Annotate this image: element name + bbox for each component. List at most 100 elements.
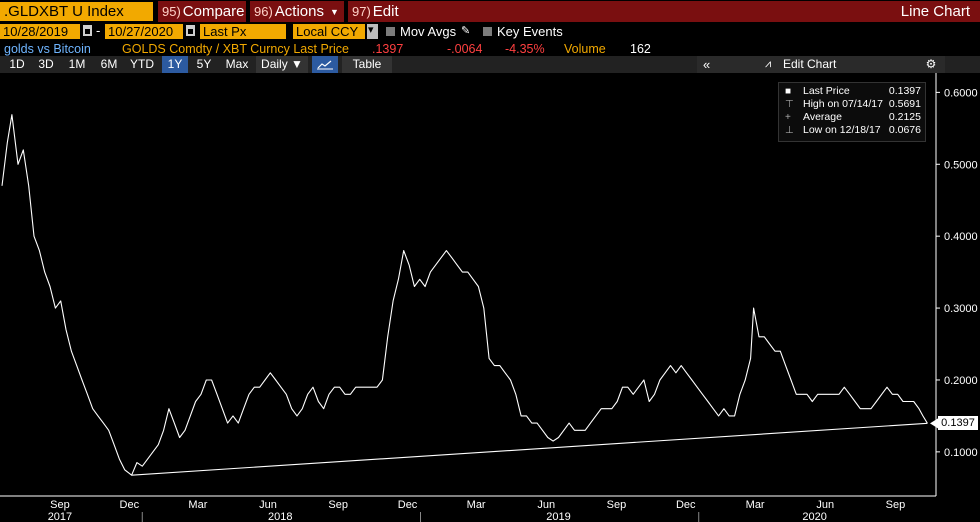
key-events-checkbox[interactable] <box>483 27 492 36</box>
support-trendline <box>131 422 928 476</box>
mov-avgs-checkbox[interactable] <box>386 27 395 36</box>
table-button[interactable]: Table <box>342 56 392 73</box>
period-5y[interactable]: 5Y <box>196 57 212 71</box>
end-date-field[interactable]: 10/27/2020 <box>105 24 183 39</box>
pencil-icon[interactable]: ✎ <box>461 25 471 37</box>
legend-high: ⊤ High on 07/14/17 0.5691 <box>783 98 921 111</box>
mov-avgs-label: Mov Avgs <box>400 24 457 39</box>
legend-last-price-value: 0.1397 <box>888 85 921 97</box>
plot-area <box>1 114 938 476</box>
x-month-label: Jun <box>537 499 555 511</box>
x-year-label: 2018 <box>268 511 292 522</box>
edit-label: Edit <box>372 3 399 20</box>
x-year-label: 2017 <box>48 511 72 522</box>
last-value-tag: 0.1397 <box>938 416 978 431</box>
x-month-label: Sep <box>607 499 627 511</box>
end-calendar-icon[interactable] <box>186 25 195 36</box>
period-max[interactable]: Max <box>225 57 249 71</box>
price-series-line <box>1 114 928 476</box>
actions-label: Actions <box>274 3 324 20</box>
edit-shortcut: 97) <box>352 4 371 19</box>
compare-shortcut: 95) <box>162 4 181 19</box>
edit-chart-button[interactable]: Edit Chart <box>783 57 837 71</box>
period-6m[interactable]: 6M <box>100 57 118 71</box>
x-year-label: 2020 <box>802 511 826 522</box>
start-date-field[interactable]: 10/28/2019 <box>0 24 80 39</box>
edit-chart-icon: ⩘ <box>765 58 772 70</box>
compare-label: Compare <box>182 3 245 20</box>
period-toolbar: 1D 3D 1M 6M YTD 1Y 5Y Max Daily ▼ Table … <box>0 56 980 73</box>
legend-high-icon: ⊤ <box>785 99 794 110</box>
y-tick-label: 0.6000 <box>944 87 978 99</box>
chart-type-label: Line Chart <box>402 1 980 22</box>
x-month-label: Mar <box>467 499 486 511</box>
x-month-label: Sep <box>886 499 906 511</box>
top-toolbar: .GLDXBT U Index 95) Compare 96) Actions ▼ 9… <box>0 0 980 22</box>
ticker-field[interactable]: .GLDXBT U Index <box>0 2 153 21</box>
y-tick-label: 0.3000 <box>944 303 978 315</box>
y-tick-label: 0.5000 <box>944 159 978 171</box>
legend-average-icon: + <box>785 112 791 123</box>
legend-last-price: ■ Last Price 0.1397 <box>783 85 921 98</box>
currency-dropdown-icon[interactable] <box>367 23 378 39</box>
last-value-pointer <box>930 418 938 429</box>
legend-high-value: 0.5691 <box>888 98 921 110</box>
percent-change-value: -4.35% <box>505 42 545 56</box>
legend-average-value: 0.2125 <box>888 111 921 123</box>
legend-low-icon: ⊥ <box>785 125 794 136</box>
price-field-select[interactable]: Last Px <box>200 24 286 39</box>
period-1d[interactable]: 1D <box>9 57 25 71</box>
chart-name: golds vs Bitcoin <box>4 42 91 56</box>
start-calendar-icon[interactable] <box>83 25 92 36</box>
legend-average-label: Average <box>803 111 842 123</box>
actions-menu[interactable]: 96) Actions ▼ <box>250 1 344 22</box>
legend-last-price-label: Last Price <box>803 85 850 97</box>
x-month-label: Jun <box>259 499 277 511</box>
y-tick-label: 0.4000 <box>944 231 978 243</box>
gear-icon[interactable]: ⚙ <box>925 57 937 71</box>
x-axis: Sep Dec Mar Jun Sep Dec Mar Jun Sep Dec Mar Jun Sep2… <box>0 495 936 522</box>
actions-dropdown-icon: ▼ <box>330 6 339 17</box>
x-month-label: Dec <box>398 499 418 511</box>
x-month-label: Dec <box>676 499 696 511</box>
x-month-label: Mar <box>746 499 765 511</box>
key-events-label: Key Events <box>497 24 563 39</box>
x-month-label: Mar <box>188 499 207 511</box>
volume-label: Volume <box>564 42 606 56</box>
period-3d[interactable]: 3D <box>38 57 54 71</box>
line-chart-icon[interactable] <box>312 56 338 73</box>
chart-legend[interactable]: ■ Last Price 0.1397 ⊤ High on 07/14/17 0… <box>778 82 926 142</box>
date-range-separator: - <box>96 23 101 38</box>
x-year-label: 2019 <box>546 511 570 522</box>
volume-value: 162 <box>630 42 651 56</box>
legend-average: + Average 0.2125 <box>783 111 921 124</box>
legend-last-price-icon: ■ <box>785 86 792 97</box>
x-month-label: Dec <box>120 499 140 511</box>
line-chart-glyph <box>317 60 333 70</box>
y-tick-label: 0.1000 <box>944 447 978 459</box>
actions-shortcut: 96) <box>254 4 273 19</box>
legend-low-value: 0.0676 <box>888 124 921 136</box>
currency-select[interactable]: Local CCY <box>293 24 365 39</box>
settings-bar: 10/28/2019 - 10/27/2020 Last Px Local CC… <box>0 23 980 40</box>
period-1m[interactable]: 1M <box>68 57 86 71</box>
frequency-select[interactable]: Daily ▼ <box>256 56 308 73</box>
net-change-value: -.0064 <box>447 42 483 56</box>
legend-high-label: High on 07/14/17 <box>803 98 883 110</box>
compare-menu[interactable]: 95) Compare <box>158 1 246 22</box>
legend-low-label: Low on 12/18/17 <box>803 124 881 136</box>
period-ytd[interactable]: YTD <box>130 57 154 71</box>
security-info-bar: golds vs Bitcoin GOLDS Comdty / XBT Curn… <box>0 41 980 57</box>
period-1y[interactable]: 1Y <box>162 56 188 73</box>
collapse-icon[interactable]: « <box>703 57 711 72</box>
x-month-label: Sep <box>50 499 70 511</box>
security-description: GOLDS Comdty / XBT Curncy Last Price <box>122 42 349 56</box>
x-month-label: Jun <box>816 499 834 511</box>
y-axis: 0.1000 0.2000 0.3000 0.4000 0.5000 0.6000 <box>935 73 978 496</box>
x-month-label: Sep <box>328 499 348 511</box>
last-price-value: .1397 <box>372 42 404 56</box>
y-tick-label: 0.2000 <box>944 375 978 387</box>
legend-low: ⊥ Low on 12/18/17 0.0676 <box>783 124 921 137</box>
edit-chart-bar: « ⩘ Edit Chart <box>697 56 945 73</box>
